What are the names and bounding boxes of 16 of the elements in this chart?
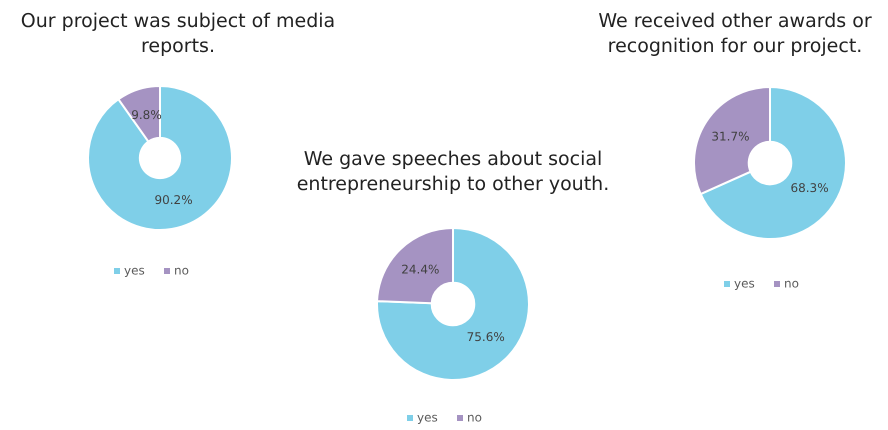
- chart-title: We received other awards or recognition for our project.: [598, 10, 872, 58]
- chart-title: Our project was subject of media reports.: [20, 10, 336, 58]
- legend-label: yes: [734, 276, 755, 290]
- data-label: 68.3%: [790, 180, 829, 195]
- data-label: 24.4%: [401, 262, 440, 276]
- chart-title: We gave speeches about social entrepreneurship to other youth.: [296, 148, 610, 196]
- data-label: 31.7%: [711, 130, 750, 144]
- data-label: 75.6%: [466, 330, 505, 344]
- donut-slice: [376, 227, 530, 381]
- legend-label: no: [784, 276, 799, 290]
- legend-label: yes: [124, 263, 145, 278]
- legend-label: yes: [417, 410, 438, 424]
- donut-slice: [87, 85, 233, 231]
- data-label: 90.2%: [154, 192, 193, 207]
- legend-label: no: [467, 410, 482, 424]
- legend-label: no: [174, 263, 189, 278]
